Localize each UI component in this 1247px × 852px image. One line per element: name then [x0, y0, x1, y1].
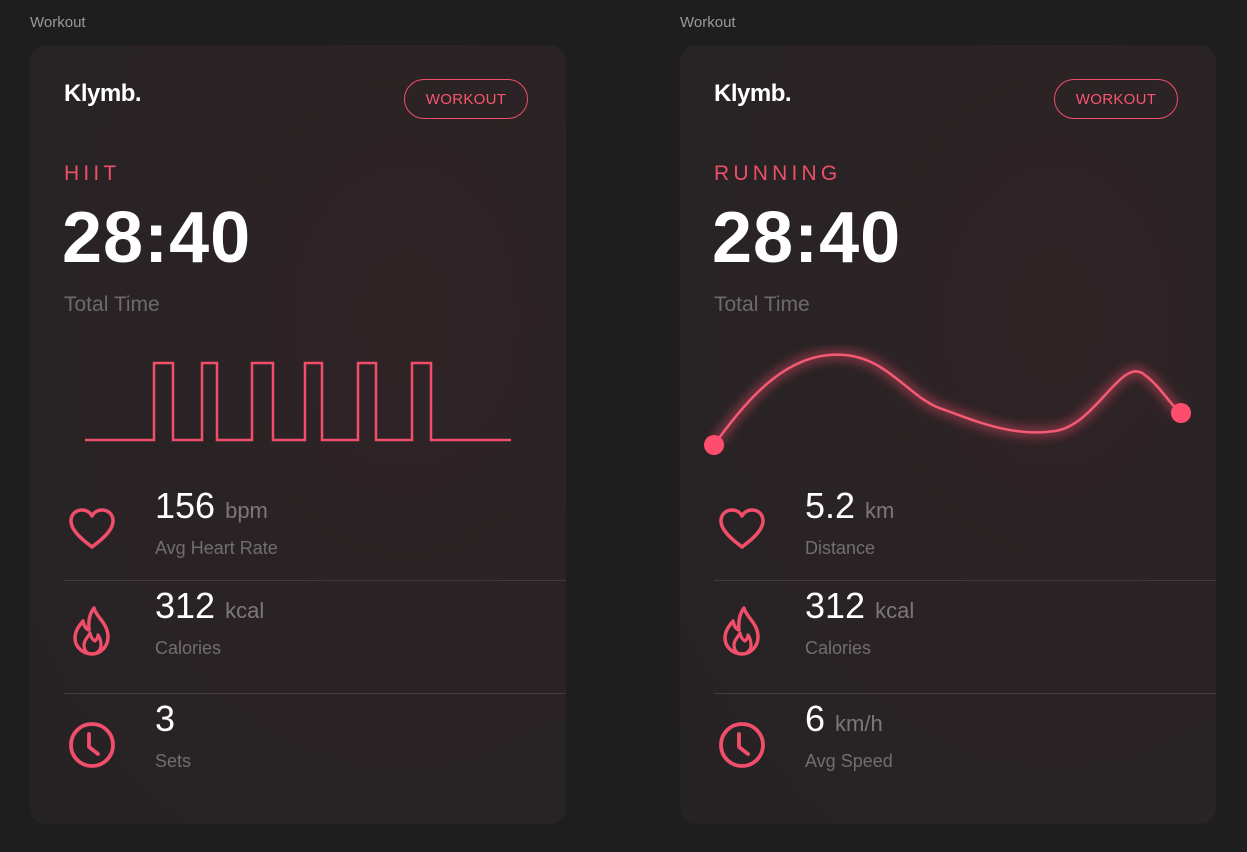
stat-value: 3 — [155, 698, 176, 739]
workout-type: HIIT — [64, 162, 121, 185]
klymb-logo: Klymb. — [714, 80, 792, 107]
interval-graph — [85, 361, 511, 442]
total-time-label: Total Time — [714, 293, 810, 316]
route-end-dot — [1171, 403, 1191, 423]
clock-icon — [69, 722, 115, 768]
stat-label: Calories — [805, 638, 872, 658]
workout-button[interactable]: WORKOUT — [1054, 79, 1178, 119]
stat-avg-heart-rate: 156 bpm Avg Heart Rate — [64, 475, 566, 588]
total-time-label: Total Time — [64, 293, 160, 316]
stat-value: 312 kcal — [805, 585, 915, 626]
flame-icon — [73, 606, 110, 656]
stat-label: Sets — [155, 751, 192, 771]
stat-distance: 5.2 km Distance — [714, 475, 1216, 588]
total-time-value: 28:40 — [62, 198, 252, 278]
route-start-dot — [704, 435, 724, 455]
stat-calories: 312 kcal Calories — [64, 580, 566, 694]
elevation-graph — [704, 349, 1191, 455]
frame-label: Workout — [680, 14, 736, 31]
workout-type: RUNNING — [714, 162, 842, 185]
stat-value: 5.2 km — [805, 485, 895, 526]
stat-value: 312 kcal — [155, 585, 265, 626]
stat-label: Calories — [155, 638, 222, 658]
heart-icon — [69, 508, 115, 549]
flame-icon — [723, 606, 760, 656]
stat-sets: 3 Sets — [64, 693, 566, 807]
stat-avg-speed: 6 km/h Avg Speed — [714, 693, 1216, 807]
workout-card: Klymb. WORKOUT RUNNING 28:40 Total Time … — [680, 45, 1216, 824]
stat-label: Avg Heart Rate — [155, 538, 278, 558]
frame-label: Workout — [30, 14, 86, 31]
stat-value: 156 bpm — [155, 485, 268, 526]
stat-label: Distance — [805, 538, 876, 558]
clock-icon — [719, 722, 765, 768]
stat-label: Avg Speed — [805, 751, 893, 771]
heart-icon — [719, 508, 765, 549]
total-time-value: 28:40 — [712, 198, 902, 278]
klymb-logo: Klymb. — [64, 80, 142, 107]
workout-button[interactable]: WORKOUT — [404, 79, 528, 119]
workout-card: Klymb. WORKOUT HIIT 28:40 Total Time 156… — [30, 45, 566, 824]
stat-value: 6 km/h — [805, 698, 883, 739]
stat-calories: 312 kcal Calories — [714, 580, 1216, 694]
